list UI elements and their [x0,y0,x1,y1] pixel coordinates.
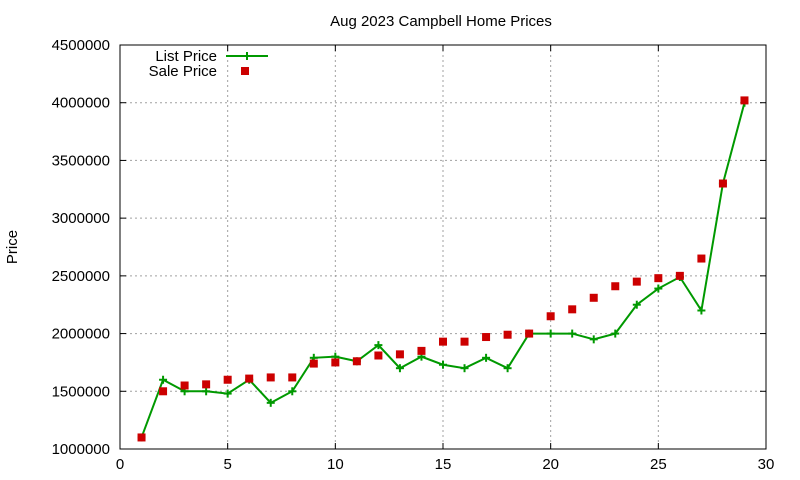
list-price-point [632,300,641,309]
list-price-point [482,353,491,362]
sale-price-point [159,387,168,396]
sale-price-point [675,271,684,280]
y-tick-label: 2500000 [52,268,110,285]
y-tick-label: 3500000 [52,152,110,169]
y-tick-label: 1000000 [52,441,110,458]
x-tick-label: 10 [327,456,344,473]
sale-price-point [525,329,534,338]
sale-price-point [718,179,727,188]
sale-price-point [245,374,254,383]
grid [120,45,766,449]
legend-label-sale-price: Sale Price [149,63,217,80]
sale-price-point [697,254,706,263]
axis-ticks [119,44,767,450]
sale-price-point [288,373,297,382]
list-price-point [374,341,383,350]
list-price-point [266,398,275,407]
sale-price-point [395,350,404,359]
y-tick-label: 3000000 [52,210,110,227]
x-tick-label: 5 [223,456,231,473]
list-price-point [395,364,404,373]
list-price-point [223,389,232,398]
sale-price-point [223,375,232,384]
sale-price-point [137,433,146,442]
sale-price-point [309,359,318,368]
y-tick-labels: 1000000 1500000 2000000 2500000 3000000 35000… [52,37,110,458]
sale-price-point [331,358,340,367]
list-price-point [202,387,211,396]
list-price-point [288,387,297,396]
y-tick-label: 1500000 [52,383,110,400]
y-tick-label: 4500000 [52,37,110,54]
legend: List Price Sale Price [149,48,268,80]
list-price-point [546,329,555,338]
list-price-point [568,329,577,338]
sale-price-point [352,357,361,366]
sale-price-point [202,380,211,389]
y-tick-label: 2000000 [52,326,110,343]
legend-label-list-price: List Price [155,48,217,65]
sale-price-point [589,293,598,302]
x-tick-label: 20 [542,456,559,473]
sale-price-point [439,337,447,346]
sale-price-point [546,312,555,321]
sale-price-point [654,274,663,283]
list-price-point [611,329,620,338]
sale-price-point [568,305,577,314]
series [137,96,749,442]
x-tick-label: 15 [435,456,452,473]
list-price-point [460,364,469,373]
sale-price-point [180,381,189,390]
list-price-point [654,284,663,293]
sale-price-point [632,277,641,286]
sale-price-point [266,373,275,382]
chart-title: Aug 2023 Campbell Home Prices [330,13,552,30]
list-price-point [159,375,168,384]
list-price-point [589,335,598,344]
list-price-point [697,306,706,315]
x-tick-label: 0 [116,456,124,473]
y-tick-label: 4000000 [52,95,110,112]
sale-price-point [374,351,383,360]
sale-price-point [611,282,620,291]
y-axis-label: Price [4,230,21,264]
sale-price-point [417,346,426,355]
x-tick-label: 30 [758,456,775,473]
sale-price-point [503,330,512,339]
legend-swatch-sale-price [241,67,249,75]
x-tick-label: 25 [650,456,667,473]
sale-price-point [482,333,491,342]
sale-price-point [460,337,469,346]
list-price-point [503,364,512,373]
list-price-point [439,360,447,369]
sale-price-point [740,96,749,105]
x-tick-labels: 0 5 10 15 20 25 30 [116,456,775,473]
